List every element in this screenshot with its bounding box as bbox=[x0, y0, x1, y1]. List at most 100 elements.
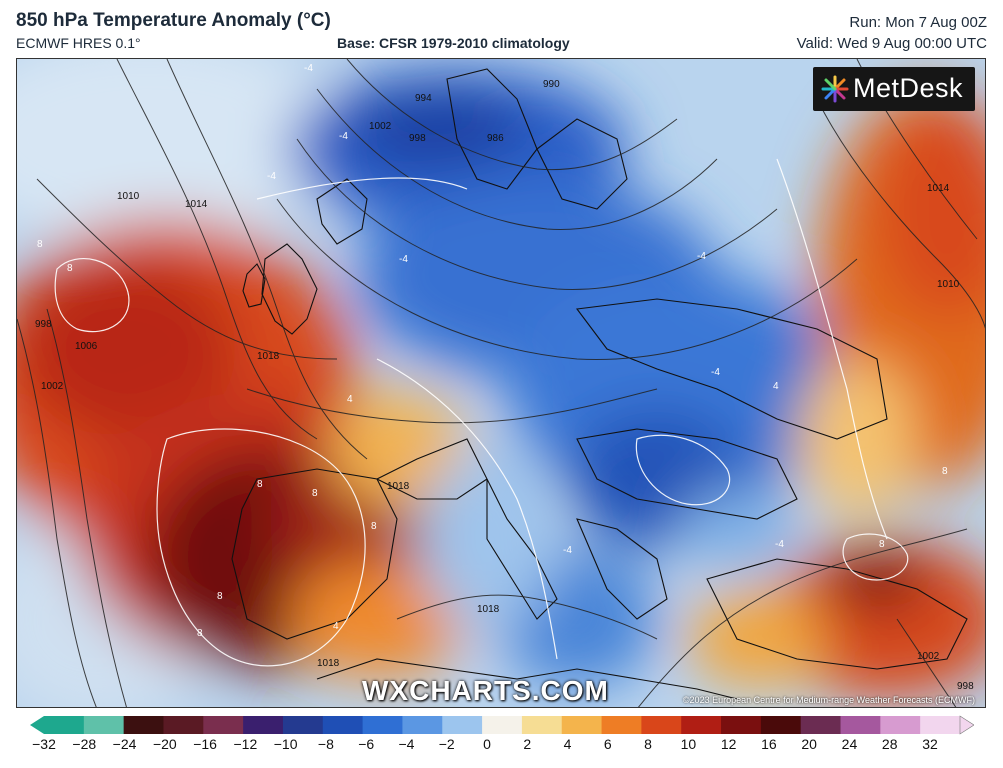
run-time-label: Run: Mon 7 Aug 00Z bbox=[849, 14, 987, 31]
colorbar-stripe bbox=[482, 716, 523, 734]
chart-header: 850 hPa Temperature Anomaly (°C) ECMWF H… bbox=[0, 0, 1003, 58]
colorbar-tick-label: −2 bbox=[438, 736, 455, 752]
isobar-label: 1014 bbox=[927, 183, 950, 194]
colorbar-tick-label: 4 bbox=[563, 736, 572, 752]
colorbar-tick-label: 20 bbox=[801, 736, 817, 752]
anomaly-label: 8 bbox=[217, 591, 223, 602]
isobars bbox=[17, 59, 985, 707]
colorbar-tick-label: −12 bbox=[233, 736, 258, 752]
anomaly-label: 8 bbox=[371, 521, 377, 532]
colorbar-tick-label: 8 bbox=[644, 736, 652, 752]
isobar-label: 1006 bbox=[75, 341, 98, 352]
colorbar-tick-label: 10 bbox=[680, 736, 697, 752]
anomaly-label: 8 bbox=[312, 488, 318, 499]
anomaly-label: 4 bbox=[333, 621, 339, 632]
isobar-label-layer: 1010 1014 1018 1018 1018 1018 1006 1002 … bbox=[35, 79, 974, 692]
isobar-label: 1010 bbox=[937, 279, 960, 290]
colorbar-tick-label: −24 bbox=[112, 736, 137, 752]
isobar-label: 1018 bbox=[257, 351, 280, 362]
colorbar-stripe bbox=[123, 716, 164, 734]
isobar-label: 1018 bbox=[477, 604, 500, 615]
colorbar-stripe bbox=[163, 716, 204, 734]
colorbar-stripe bbox=[203, 716, 244, 734]
isobar-label: 1002 bbox=[917, 651, 940, 662]
isobar-label: 1002 bbox=[41, 381, 64, 392]
colorbar bbox=[30, 715, 974, 735]
colorbar-stripe bbox=[322, 716, 364, 734]
colorbar-stripe bbox=[243, 716, 284, 734]
colorbar-stripe bbox=[521, 716, 563, 734]
colorbar-tick-label: −8 bbox=[317, 736, 334, 752]
colorbar-tick-label: −10 bbox=[273, 736, 298, 752]
anomaly-label: 4 bbox=[773, 381, 779, 392]
colorbar-tick-label: 28 bbox=[881, 736, 898, 752]
colorbar-stripe bbox=[402, 716, 443, 734]
colorbar-tick-label: −4 bbox=[398, 736, 415, 752]
isobar-label: 994 bbox=[415, 93, 432, 104]
colorbar-stripe bbox=[880, 716, 921, 734]
copyright-notice: ©2023 European Centre for Medium-range W… bbox=[682, 695, 975, 705]
colorbar-stripe bbox=[601, 716, 642, 734]
colorbar-stripe bbox=[721, 716, 762, 734]
colorbar-stripes bbox=[44, 716, 961, 734]
isobar-label: 990 bbox=[543, 79, 560, 90]
colorbar-stripe bbox=[442, 716, 483, 734]
colorbar-stripe bbox=[641, 716, 682, 734]
isobar-label: 1002 bbox=[369, 121, 392, 132]
watermark: WXCHARTS.COM bbox=[362, 675, 609, 706]
colorbar-stripe bbox=[83, 716, 125, 734]
isobar-label: 998 bbox=[409, 133, 426, 144]
isobar-label: 998 bbox=[957, 681, 974, 692]
colorbar-tick-labels: −32 −28 −24 −20 −16 −12 −10 −8 −6 −4 −2 0 2 4 6 8 10 12 16… bbox=[0, 736, 1003, 758]
isobar-label: 1018 bbox=[387, 481, 410, 492]
colorbar-tick-label: 32 bbox=[922, 736, 938, 752]
anomaly-field bbox=[17, 59, 985, 707]
colorbar-right-arrow bbox=[959, 715, 974, 735]
anomaly-label: -4 bbox=[711, 367, 720, 378]
colorbar-stripe bbox=[282, 716, 324, 734]
anomaly-label: -4 bbox=[697, 251, 706, 262]
colorbar-stripe bbox=[362, 716, 403, 734]
anomaly-label: 8 bbox=[37, 239, 43, 250]
colorbar-tick-label: 16 bbox=[761, 736, 777, 752]
colorbar-tick-label: −32 bbox=[32, 736, 56, 752]
metdesk-logo: MetDesk bbox=[813, 67, 975, 111]
anomaly-label: 8 bbox=[879, 539, 885, 550]
colorbar-left-arrow bbox=[30, 716, 44, 734]
logo-text: MetDesk bbox=[853, 73, 964, 103]
isobar-label: 986 bbox=[487, 133, 504, 144]
colorbar-stripe bbox=[920, 716, 961, 734]
colorbar-tick-label: 6 bbox=[603, 736, 612, 752]
model-label: ECMWF HRES 0.1° bbox=[16, 35, 141, 51]
anomaly-label: -4 bbox=[399, 254, 408, 265]
chart-title: 850 hPa Temperature Anomaly (°C) bbox=[16, 10, 331, 31]
anomaly-label: 8 bbox=[197, 628, 203, 639]
valid-time-label: Valid: Wed 9 Aug 00:00 UTC bbox=[796, 35, 987, 52]
colorbar-tick-label: −20 bbox=[152, 736, 177, 752]
anomaly-label: -4 bbox=[563, 545, 572, 556]
isobar-label: 1010 bbox=[117, 191, 140, 202]
anomaly-label: 4 bbox=[347, 394, 353, 405]
anomaly-map: 1010 1014 1018 1018 1018 1018 1006 1002 … bbox=[16, 58, 986, 708]
metdesk-burst-icon bbox=[821, 75, 849, 103]
isobar-label: 998 bbox=[35, 319, 52, 330]
colorbar-stripe bbox=[561, 716, 603, 734]
colorbar-tick-label: −28 bbox=[72, 736, 97, 752]
colorbar-stripe bbox=[681, 716, 722, 734]
anomaly-label: 8 bbox=[67, 263, 73, 274]
colorbar-tick-label: 2 bbox=[523, 736, 532, 752]
climatology-base-label: Base: CFSR 1979-2010 climatology bbox=[337, 35, 570, 51]
anomaly-label: -4 bbox=[267, 171, 276, 182]
colorbar-tick-label: 24 bbox=[841, 736, 858, 752]
anomaly-label: -4 bbox=[775, 539, 784, 550]
anomaly-contours bbox=[54, 158, 909, 667]
anomaly-label: -4 bbox=[339, 131, 348, 142]
colorbar-stripe bbox=[800, 716, 842, 734]
anomaly-label-layer: 8 8 8 8 8 8 8 8 -4 -4 -4 -4 -4 -4 -4 4 4… bbox=[37, 63, 948, 639]
colorbar-stripe bbox=[44, 716, 85, 734]
isobar-label: 1014 bbox=[185, 199, 208, 210]
map-canvas: 1010 1014 1018 1018 1018 1018 1006 1002 … bbox=[17, 59, 985, 707]
anomaly-label: 8 bbox=[942, 466, 948, 477]
colorbar-tick-label: 0 bbox=[483, 736, 491, 752]
colorbar-tick-label: −16 bbox=[193, 736, 217, 752]
